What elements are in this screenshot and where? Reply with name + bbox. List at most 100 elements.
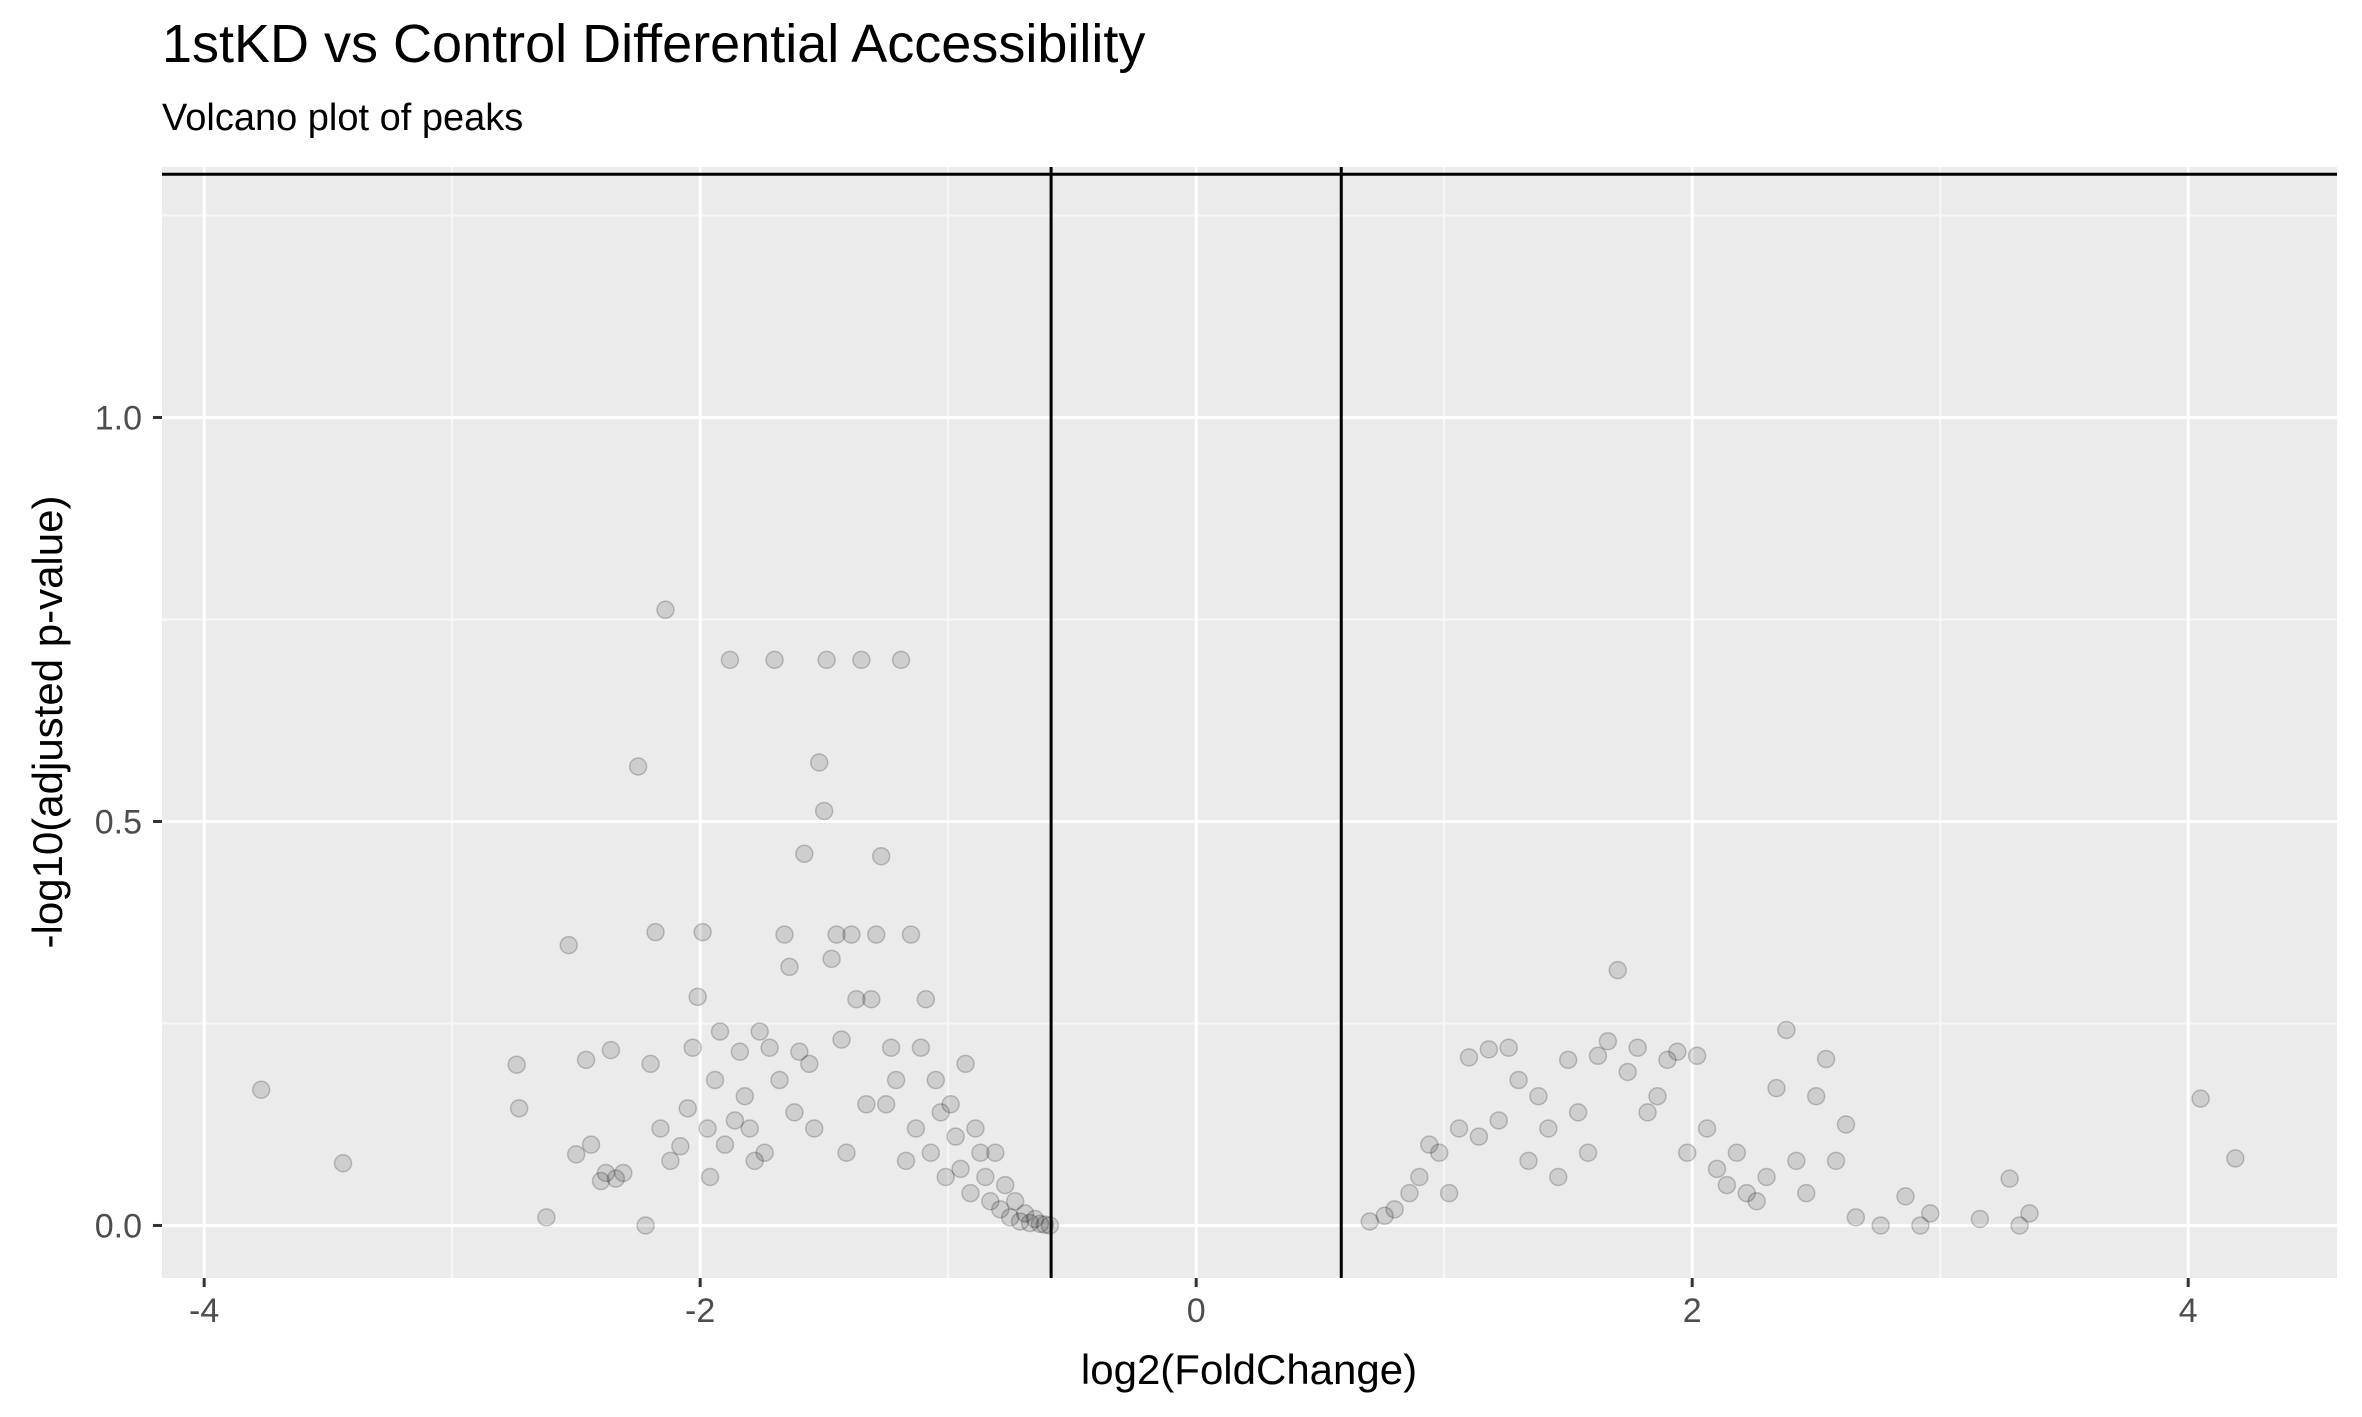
data-point (906, 1119, 926, 1138)
data-point (1385, 1200, 1404, 1219)
data-point (1727, 1143, 1747, 1163)
data-point (822, 949, 841, 969)
data-point (1429, 1143, 1449, 1163)
data-point (1588, 1046, 1608, 1066)
data-point (941, 1095, 960, 1114)
y-axis-label: -log10(adjusted p-value) (24, 496, 71, 949)
data-point (1025, 1209, 1045, 1229)
data-point (1836, 1115, 1856, 1134)
data-point (916, 989, 936, 1009)
data-point (698, 1119, 717, 1138)
data-point (1020, 1213, 1040, 1233)
data-point (817, 650, 836, 670)
data-point (745, 1151, 764, 1171)
data-point (951, 1159, 970, 1179)
y-tick-label: 0.5 (95, 803, 142, 841)
data-point (661, 1151, 680, 1171)
data-point (780, 957, 799, 977)
x-tick-label: 4 (2179, 1292, 2198, 1330)
data-point (537, 1208, 556, 1227)
data-point (1668, 1042, 1687, 1062)
data-point (1648, 1086, 1667, 1106)
data-point (832, 1030, 851, 1049)
data-point (881, 1038, 901, 1057)
data-point (901, 925, 921, 944)
data-point (636, 1216, 655, 1235)
data-point (740, 1119, 760, 1138)
data-point (1568, 1103, 1588, 1122)
data-point (1558, 1050, 1578, 1070)
data-point (725, 1111, 745, 1130)
data-point (1035, 1215, 1055, 1234)
data-point (251, 1080, 271, 1099)
data-point (842, 925, 861, 944)
major-gridlines (162, 167, 2337, 1278)
data-point (1697, 1119, 1717, 1138)
data-point (1787, 1151, 1806, 1171)
data-point (1509, 1070, 1528, 1090)
data-point (867, 925, 886, 944)
data-point (1479, 1040, 1499, 1059)
data-point (1000, 1208, 1020, 1227)
data-point (852, 650, 871, 670)
data-point (1777, 1020, 1796, 1040)
data-point (785, 1103, 804, 1122)
data-point (700, 1167, 720, 1187)
data-point (981, 1191, 1000, 1211)
data-point (1677, 1143, 1697, 1163)
data-points (251, 600, 2245, 1235)
data-point (646, 922, 665, 942)
data-point (1628, 1038, 1647, 1057)
data-point (765, 650, 784, 670)
data-point (750, 1022, 769, 1041)
data-point (1638, 1103, 1657, 1122)
data-point (1459, 1048, 1479, 1067)
data-point (931, 1103, 950, 1122)
data-point (2010, 1216, 2029, 1235)
data-point (827, 925, 846, 944)
data-point (857, 1095, 876, 1114)
data-point (1578, 1143, 1598, 1163)
data-point (581, 1135, 601, 1154)
data-point (333, 1154, 353, 1173)
data-point (1449, 1119, 1469, 1138)
data-point (876, 1095, 896, 1114)
data-point (1717, 1175, 1737, 1195)
data-point (509, 1099, 529, 1118)
data-point (1707, 1159, 1727, 1179)
data-point (1420, 1135, 1439, 1154)
data-point (656, 600, 675, 620)
data-point (896, 1151, 916, 1171)
data-point (715, 1135, 735, 1154)
data-point (961, 1183, 980, 1203)
data-point (1970, 1209, 1990, 1229)
data-point (891, 650, 911, 670)
data-point (995, 1175, 1015, 1195)
data-point (688, 987, 707, 1007)
data-point (805, 1119, 824, 1138)
data-point (2020, 1204, 2039, 1223)
data-point (730, 1042, 750, 1062)
data-point (683, 1038, 702, 1057)
data-point (1410, 1167, 1429, 1187)
data-point (1015, 1204, 1035, 1223)
data-point (1826, 1151, 1846, 1171)
data-point (1618, 1062, 1637, 1082)
minor-gridlines (162, 167, 2337, 1278)
data-point (800, 1054, 819, 1074)
data-point (1658, 1050, 1677, 1070)
data-point (971, 1143, 990, 1163)
data-point (1549, 1167, 1568, 1187)
data-point (671, 1137, 690, 1156)
data-point (705, 1070, 725, 1090)
data-point (576, 1050, 596, 1070)
data-point (2191, 1089, 2210, 1108)
data-point (1921, 1204, 1940, 1223)
data-point (837, 1143, 856, 1163)
data-point (1816, 1049, 1836, 1069)
data-point (1489, 1111, 1508, 1130)
data-point (591, 1171, 611, 1191)
data-point (814, 801, 834, 821)
x-tick-label: 0 (1187, 1292, 1206, 1330)
data-point (1539, 1119, 1558, 1138)
